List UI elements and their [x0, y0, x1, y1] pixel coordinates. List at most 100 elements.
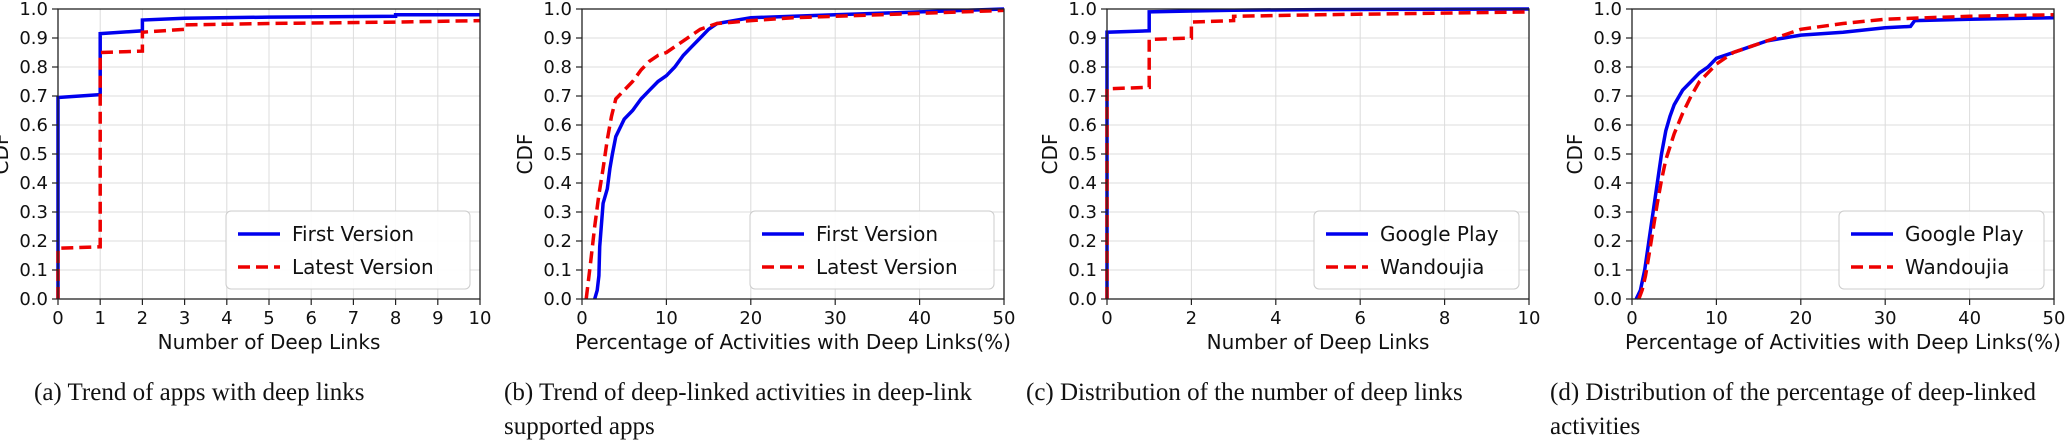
x-tick-label: 2: [137, 308, 148, 329]
y-axis-label: CDF: [1038, 134, 1062, 175]
x-tick-label: 9: [432, 308, 443, 329]
y-tick-label: 0.1: [543, 260, 572, 281]
legend-box: [1313, 210, 1520, 290]
y-tick-label: 0.6: [543, 115, 572, 136]
y-tick-label: 0.4: [19, 173, 48, 194]
y-tick-label: 0.7: [1593, 86, 1622, 107]
chart-panel-0: 0 1 2 3 4 5 6 7 8 9 10 0.0 0.1 0.2 0.3 0.4 0.5 0.6 0.7 0.8 0…: [0, 0, 491, 354]
caption-a: (a) Trend of apps with deep links: [34, 379, 365, 406]
series-line-wandoujia: [1637, 13, 2055, 300]
y-tick-label: 0.0: [19, 289, 48, 310]
y-tick-label: 0.9: [1068, 28, 1097, 49]
x-tick-label: 40: [1958, 308, 1981, 329]
y-tick-label: 0.9: [1593, 28, 1622, 49]
x-tick-label: 3: [179, 308, 190, 329]
legend-label: Wandoujia: [1905, 255, 2009, 279]
y-tick-label: 0.8: [1068, 57, 1097, 78]
y-tick-label: 0.7: [19, 86, 48, 107]
x-tick-label: 10: [655, 308, 678, 329]
x-tick-label: 50: [2043, 308, 2066, 329]
y-tick-label: 0.5: [1068, 144, 1097, 165]
y-tick-label: 0.9: [19, 28, 48, 49]
x-tick-label: 30: [824, 308, 847, 329]
legend-box: [1838, 210, 2045, 290]
legend: Google Play Wandoujia: [1313, 210, 1520, 290]
y-tick-label: 0.4: [1593, 173, 1622, 194]
x-axis-label: Percentage of Activities with Deep Links…: [1625, 330, 2061, 354]
chart-panel-2: 0 2 4 6 8 10 0.0 0.1 0.2 0.3 0.4 0.5 0.6 0.7 0.8 0.9 1.0…: [1038, 0, 1540, 354]
legend: Google Play Wandoujia: [1838, 210, 2045, 290]
chart-panel-1: 0 10 20 30 40 50 0.0 0.1 0.2 0.3 0.4 0.5 0.6 0.7 0.8 0.…: [513, 0, 1015, 354]
y-tick-label: 0.7: [1068, 86, 1097, 107]
y-tick-label: 0.6: [1593, 115, 1622, 136]
x-tick-label: 50: [993, 308, 1016, 329]
y-tick-label: 0.6: [1068, 115, 1097, 136]
legend-label: Latest Version: [292, 255, 434, 279]
y-tick-label: 0.3: [19, 202, 48, 223]
legend-label: Wandoujia: [1380, 255, 1484, 279]
series-line-first-version: [593, 7, 1005, 300]
y-tick-label: 0.8: [543, 57, 572, 78]
y-tick-label: 0.2: [19, 231, 48, 252]
y-tick-label: 1.0: [543, 0, 572, 20]
y-tick-label: 0.6: [19, 115, 48, 136]
y-tick-label: 0.7: [543, 86, 572, 107]
x-tick-label: 0: [1626, 308, 1637, 329]
y-tick-label: 0.2: [1068, 231, 1097, 252]
series-line-wandoujia: [1105, 10, 1530, 299]
legend-label: Google Play: [1380, 222, 1499, 246]
y-axis-label: CDF: [1563, 134, 1587, 175]
x-tick-label: 40: [908, 308, 931, 329]
y-tick-label: 0.2: [1593, 231, 1622, 252]
y-tick-label: 0.5: [1593, 144, 1622, 165]
chart-panel-3: 0 10 20 30 40 50 0.0 0.1 0.2 0.3 0.4 0.5 0.6 0.7 0.8 0.…: [1563, 0, 2065, 354]
x-tick-label: 4: [1270, 308, 1281, 329]
legend-label: Google Play: [1905, 222, 2024, 246]
legend-box: [225, 210, 471, 290]
caption-d: (d) Distribution of the percentage of de…: [1550, 379, 2036, 440]
y-tick-label: 0.2: [543, 231, 572, 252]
x-axis-label: Number of Deep Links: [1207, 330, 1430, 354]
y-tick-label: 0.0: [1068, 289, 1097, 310]
series-line-latest-version: [56, 18, 481, 299]
series-line-google-play: [1105, 7, 1530, 299]
x-tick-label: 0: [1101, 308, 1112, 329]
x-tick-label: 8: [1439, 308, 1450, 329]
x-tick-label: 30: [1874, 308, 1897, 329]
y-tick-label: 0.9: [543, 28, 572, 49]
caption-b: (b) Trend of deep-linked activities in d…: [504, 379, 972, 440]
y-tick-label: 1.0: [1593, 0, 1622, 20]
y-tick-label: 0.5: [19, 144, 48, 165]
y-tick-label: 0.8: [19, 57, 48, 78]
x-axis-label: Percentage of Activities with Deep Links…: [575, 330, 1011, 354]
series-line-google-play: [1634, 15, 2055, 300]
y-tick-label: 0.4: [543, 173, 572, 194]
legend: First Version Latest Version: [749, 210, 995, 290]
x-tick-label: 10: [1518, 308, 1541, 329]
x-tick-label: 4: [221, 308, 232, 329]
legend-label: First Version: [816, 222, 938, 246]
y-tick-label: 0.3: [1593, 202, 1622, 223]
y-tick-label: 0.8: [1593, 57, 1622, 78]
y-axis-label: CDF: [513, 134, 537, 175]
y-tick-label: 0.5: [543, 144, 572, 165]
x-tick-label: 6: [1354, 308, 1365, 329]
y-tick-label: 0.1: [1068, 260, 1097, 281]
y-tick-label: 0.0: [1593, 289, 1622, 310]
legend-label: First Version: [292, 222, 414, 246]
y-tick-label: 0.4: [1068, 173, 1097, 194]
y-tick-label: 0.3: [1068, 202, 1097, 223]
y-tick-label: 0.0: [543, 289, 572, 310]
legend-label: Latest Version: [816, 255, 958, 279]
y-tick-label: 1.0: [19, 0, 48, 20]
y-tick-label: 1.0: [1068, 0, 1097, 20]
y-tick-label: 0.1: [19, 260, 48, 281]
series-line-latest-version: [584, 8, 1005, 300]
y-axis-label: CDF: [0, 134, 13, 175]
x-tick-label: 7: [348, 308, 359, 329]
x-tick-label: 2: [1186, 308, 1197, 329]
x-tick-label: 6: [305, 308, 316, 329]
x-axis-label: Number of Deep Links: [158, 330, 381, 354]
x-tick-label: 20: [1789, 308, 1812, 329]
